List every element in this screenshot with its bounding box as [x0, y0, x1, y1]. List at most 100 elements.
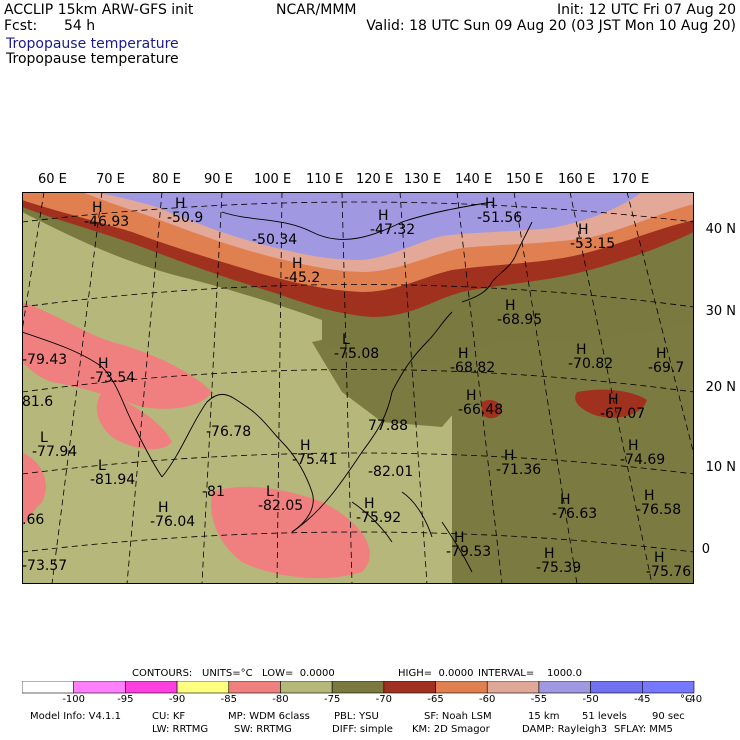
color-bar-segment [486, 681, 540, 694]
red-patch-small [482, 400, 502, 419]
extremum-value: -66.48 [458, 402, 503, 418]
extremum-value: -51.56 [477, 210, 522, 226]
high-marker: H [364, 496, 375, 512]
model-info-item: KM: 2D Smagor [412, 724, 490, 735]
model-info-item: SF: Noah LSM [424, 711, 492, 722]
high-marker: H [654, 550, 665, 566]
extremum-value: -67.07 [600, 406, 645, 422]
extremum-value: -82.01 [368, 464, 413, 480]
lat-label: 30 N [705, 304, 736, 319]
lon-label: 130 E [404, 172, 442, 187]
color-bar-tick-label: -60 [479, 694, 496, 705]
color-bar-tick-label: -40 [685, 694, 703, 705]
coast-islands [351, 491, 473, 573]
color-bar-segment [73, 681, 126, 694]
grid-lon-80 [126, 192, 163, 584]
color-bar-segment [280, 681, 333, 694]
color-bar-tick-label: -75 [323, 694, 341, 705]
low-marker: L [40, 430, 48, 446]
forecast-hour: 54 h [64, 18, 96, 34]
lon-label: 160 E [558, 172, 596, 187]
model-title: ACCLIP 15km ARW-GFS init [4, 2, 194, 18]
extremum-value: -75.92 [356, 510, 401, 526]
high-marker: H [544, 546, 555, 562]
lon-label: 80 E [152, 172, 181, 187]
extremum-value: -79.43 [22, 352, 67, 368]
low-marker: L [98, 458, 106, 474]
extremum-value: -70.82 [568, 356, 613, 372]
border-north [221, 201, 493, 240]
grid-lon-150 [569, 192, 653, 584]
tropopause-temperature-map: H-46.93H-50.9-50.34H-47.32H-51.56H-53.15… [22, 192, 694, 584]
pink-patch-west [22, 452, 46, 527]
contours-high: HIGH= 0.0000 [398, 668, 474, 679]
high-marker: H [300, 438, 311, 454]
pink-patch-india [22, 302, 212, 409]
extrema-annotations: H-46.93H-50.9-50.34H-47.32H-51.56H-53.15… [22, 196, 691, 580]
extremum-value: -75.41 [292, 452, 337, 468]
high-marker: H [175, 196, 186, 212]
extremum-value: -81.94 [90, 472, 135, 488]
lon-label: 170 E [612, 172, 650, 187]
high-marker: H [466, 388, 477, 404]
grid-lon-90 [201, 192, 223, 584]
valid-time: Valid: 18 UTC Sun 09 Aug 20 (03 JST Mon … [366, 18, 736, 34]
coast-indochina [281, 441, 314, 533]
high-marker: H [454, 530, 465, 546]
model-info-item: MP: WDM 6class [228, 711, 310, 722]
extremum-value: 77.88 [368, 418, 408, 434]
model-info-item: 90 sec [652, 711, 685, 722]
lon-label: 90 E [204, 172, 233, 187]
extremum-value: -76.58 [636, 502, 681, 518]
field-title-blue: Tropopause temperature [6, 36, 179, 52]
lat-lon-grid [22, 192, 694, 584]
map-border [22, 192, 694, 584]
contours-interval: INTERVAL= 1000.0 [478, 668, 582, 679]
coast-india-east [161, 393, 283, 478]
grid-lat-0 [22, 531, 694, 553]
grid-lon-110 [341, 192, 353, 584]
extremum-value: -77.94 [32, 444, 77, 460]
lon-label: 150 E [506, 172, 544, 187]
color-bar-segment [176, 681, 230, 694]
pink-patch-bay [96, 392, 172, 450]
coast-india-west [22, 331, 163, 478]
color-bar-segment [590, 681, 643, 694]
extremum-value: -75.08 [334, 346, 379, 362]
grid-lat-10 [22, 452, 694, 475]
high-marker: H [560, 492, 571, 508]
high-marker: H [485, 196, 496, 212]
extremum-value: -50.34 [252, 232, 297, 248]
high-marker: H [656, 346, 667, 362]
extremum-value: -74.69 [620, 452, 665, 468]
lon-label: 60 E [38, 172, 67, 187]
color-bar-tick-label: -55 [530, 694, 548, 705]
init-time: Init: 12 UTC Fri 07 Aug 20 [556, 2, 736, 18]
model-info-item: 15 km [528, 711, 560, 722]
high-marker: H [578, 222, 589, 238]
color-bar-unit: °C [680, 694, 692, 705]
extremum-value: -68.95 [497, 312, 542, 328]
lon-label: 100 E [254, 172, 292, 187]
high-marker: H [644, 488, 655, 504]
field-title-black: Tropopause temperature [6, 51, 179, 67]
high-marker: H [628, 438, 639, 454]
extremum-value: -71.36 [496, 462, 541, 478]
model-info-item: DIFF: simple [332, 724, 393, 735]
model-info-item: Model Info: V4.1.1 [30, 711, 121, 722]
high-marker: H [504, 448, 515, 464]
lat-label: 10 N [705, 460, 736, 475]
color-bar-tick-label: -45 [634, 694, 651, 705]
coast-japan [461, 221, 533, 303]
high-marker: H [92, 200, 103, 216]
lat-label: 0 [701, 542, 710, 557]
model-info-item: CU: KF [152, 711, 186, 722]
color-bar-tick-label: -90 [168, 694, 186, 705]
high-marker: H [292, 256, 303, 272]
model-info-item: 51 levels [582, 711, 627, 722]
color-bar-segment [642, 681, 695, 694]
color-bar [22, 681, 695, 694]
model-info-item: SW: RRTMG [234, 724, 292, 735]
model-info-item: DAMP: Rayleigh3 [522, 724, 608, 735]
grid-lon-130 [456, 192, 503, 584]
